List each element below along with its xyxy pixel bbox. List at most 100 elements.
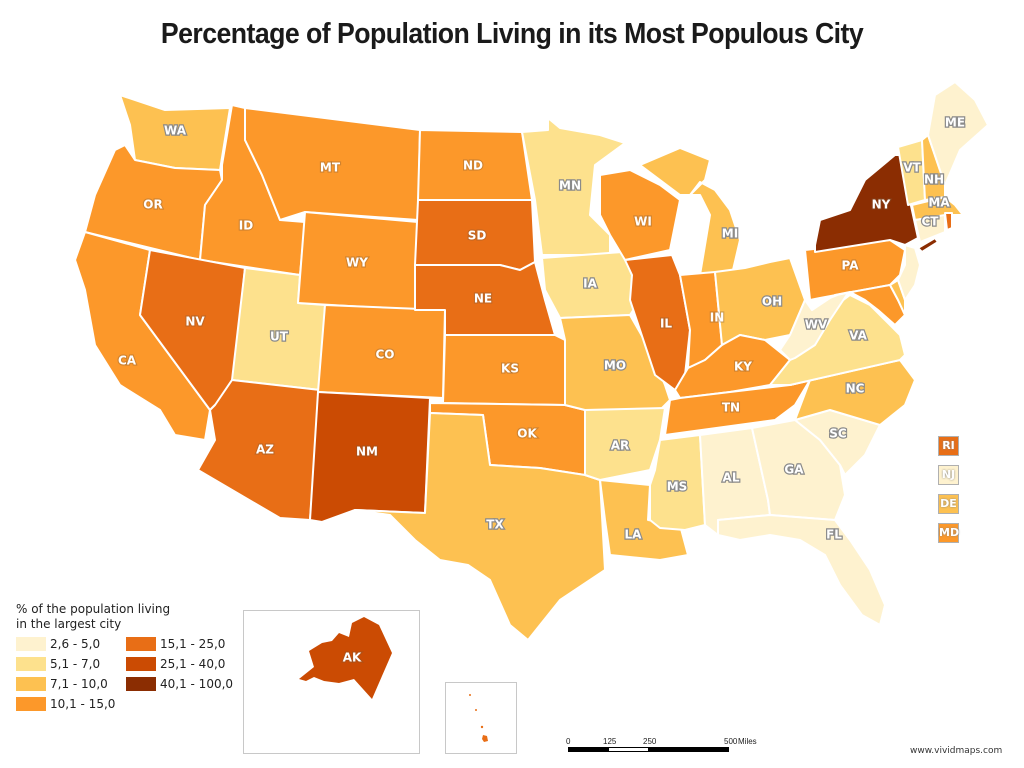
small-state-boxes: RI NJ DE MD bbox=[938, 436, 959, 552]
svg-text:LA: LA bbox=[625, 528, 643, 542]
svg-text:WA: WA bbox=[164, 124, 187, 138]
legend-swatch bbox=[16, 697, 46, 711]
svg-text:NE: NE bbox=[474, 292, 492, 306]
svg-text:NM: NM bbox=[356, 445, 378, 459]
source-credit: www.vividmaps.com bbox=[910, 746, 1003, 756]
svg-text:AZ: AZ bbox=[256, 443, 274, 457]
map-legend: % of the population living in the larges… bbox=[16, 602, 246, 712]
svg-text:CO: CO bbox=[375, 348, 394, 362]
svg-text:OH: OH bbox=[762, 295, 782, 309]
svg-text:IN: IN bbox=[710, 311, 725, 325]
svg-text:TN: TN bbox=[722, 401, 740, 415]
legend-item: 10,1 - 15,0 bbox=[16, 696, 126, 712]
small-state-box-RI: RI bbox=[938, 436, 959, 456]
svg-text:KS: KS bbox=[501, 362, 519, 376]
legend-title-line1: % of the population living bbox=[16, 602, 171, 616]
alaska-inset: AK bbox=[243, 610, 420, 754]
scale-segment bbox=[608, 747, 649, 752]
legend-item: 5,1 - 7,0 bbox=[16, 656, 126, 672]
svg-text:SC: SC bbox=[829, 427, 847, 441]
legend-item: 2,6 - 5,0 bbox=[16, 636, 126, 652]
svg-text:OK: OK bbox=[517, 427, 537, 441]
legend-item: 40,1 - 100,0 bbox=[126, 676, 246, 692]
svg-text:AR: AR bbox=[611, 439, 630, 453]
svg-text:MI: MI bbox=[722, 227, 738, 241]
legend-item: 25,1 - 40,0 bbox=[126, 656, 246, 672]
svg-text:VA: VA bbox=[849, 329, 867, 343]
state-WV bbox=[779, 289, 851, 361]
small-state-box-MD: MD bbox=[938, 523, 959, 543]
state-NJ bbox=[897, 244, 921, 301]
svg-text:IL: IL bbox=[660, 317, 672, 331]
svg-text:WV: WV bbox=[805, 318, 828, 332]
legend-swatch bbox=[16, 637, 46, 651]
svg-text:OR: OR bbox=[143, 198, 162, 212]
alaska-map: AK bbox=[299, 617, 392, 699]
svg-text:NV: NV bbox=[185, 315, 205, 329]
svg-text:IA: IA bbox=[583, 277, 597, 291]
legend-item: 7,1 - 10,0 bbox=[16, 676, 126, 692]
state-labels: WA OR CA ID NV UT AZ MT WY CO NM ND SD N… bbox=[117, 114, 966, 542]
scale-bar: 0 125 250 500 Miles bbox=[566, 737, 757, 757]
svg-text:NC: NC bbox=[846, 382, 865, 396]
state-NE bbox=[414, 261, 556, 336]
svg-text:PA: PA bbox=[842, 259, 860, 273]
state-CT bbox=[914, 214, 946, 243]
legend-item: 15,1 - 25,0 bbox=[126, 636, 246, 652]
svg-text:FL: FL bbox=[826, 528, 842, 542]
state-ME bbox=[927, 81, 989, 186]
svg-text:WI: WI bbox=[634, 215, 652, 229]
svg-text:MT: MT bbox=[320, 161, 341, 175]
scale-tick-0: 0 bbox=[566, 737, 571, 746]
state-WI bbox=[599, 169, 681, 261]
state-RI bbox=[944, 212, 953, 231]
state-NC bbox=[789, 359, 916, 426]
hawaii-map bbox=[469, 694, 488, 742]
scale-segment bbox=[648, 747, 729, 752]
svg-text:AL: AL bbox=[723, 471, 740, 485]
scale-tick-500: 500 bbox=[724, 737, 738, 746]
svg-text:MO: MO bbox=[604, 359, 626, 373]
svg-text:SD: SD bbox=[468, 229, 487, 243]
svg-text:CT: CT bbox=[922, 215, 940, 229]
small-state-box-DE: DE bbox=[938, 494, 959, 514]
svg-text:ME: ME bbox=[945, 116, 965, 130]
svg-text:UT: UT bbox=[270, 330, 289, 344]
scale-segment bbox=[568, 747, 609, 752]
small-state-box-NJ: NJ bbox=[938, 465, 959, 485]
svg-text:MN: MN bbox=[559, 179, 581, 193]
state-DE bbox=[889, 279, 906, 316]
state-MI bbox=[639, 147, 741, 276]
legend-title-line2: in the largest city bbox=[16, 617, 122, 631]
state-MN bbox=[521, 117, 626, 256]
svg-text:MS: MS bbox=[667, 480, 688, 494]
hawaii-inset bbox=[445, 682, 517, 754]
legend-swatch bbox=[126, 677, 156, 691]
state-FL bbox=[717, 514, 886, 626]
svg-text:ID: ID bbox=[239, 219, 253, 233]
state-NY-longisland bbox=[917, 237, 939, 253]
svg-text:TX: TX bbox=[486, 518, 504, 532]
state-TX bbox=[354, 412, 606, 641]
svg-text:VT: VT bbox=[903, 161, 921, 175]
svg-text:GA: GA bbox=[784, 463, 804, 477]
scale-tick-250: 250 bbox=[643, 737, 657, 746]
svg-text:ND: ND bbox=[463, 159, 483, 173]
svg-text:MA: MA bbox=[928, 196, 950, 210]
scale-tick-125: 125 bbox=[603, 737, 617, 746]
svg-text:WY: WY bbox=[346, 256, 368, 270]
svg-text:NY: NY bbox=[872, 198, 891, 212]
legend-swatch bbox=[126, 637, 156, 651]
svg-text:CA: CA bbox=[118, 354, 137, 368]
map-title: Percentage of Population Living in its M… bbox=[160, 18, 864, 50]
legend-swatch bbox=[126, 657, 156, 671]
legend-swatch bbox=[16, 677, 46, 691]
state-AR bbox=[584, 407, 666, 481]
legend-swatch bbox=[16, 657, 46, 671]
state-NH bbox=[921, 134, 946, 201]
svg-text:AK: AK bbox=[343, 651, 362, 665]
svg-text:KY: KY bbox=[734, 360, 752, 374]
scale-unit: Miles bbox=[738, 737, 757, 746]
svg-text:NH: NH bbox=[924, 173, 944, 187]
